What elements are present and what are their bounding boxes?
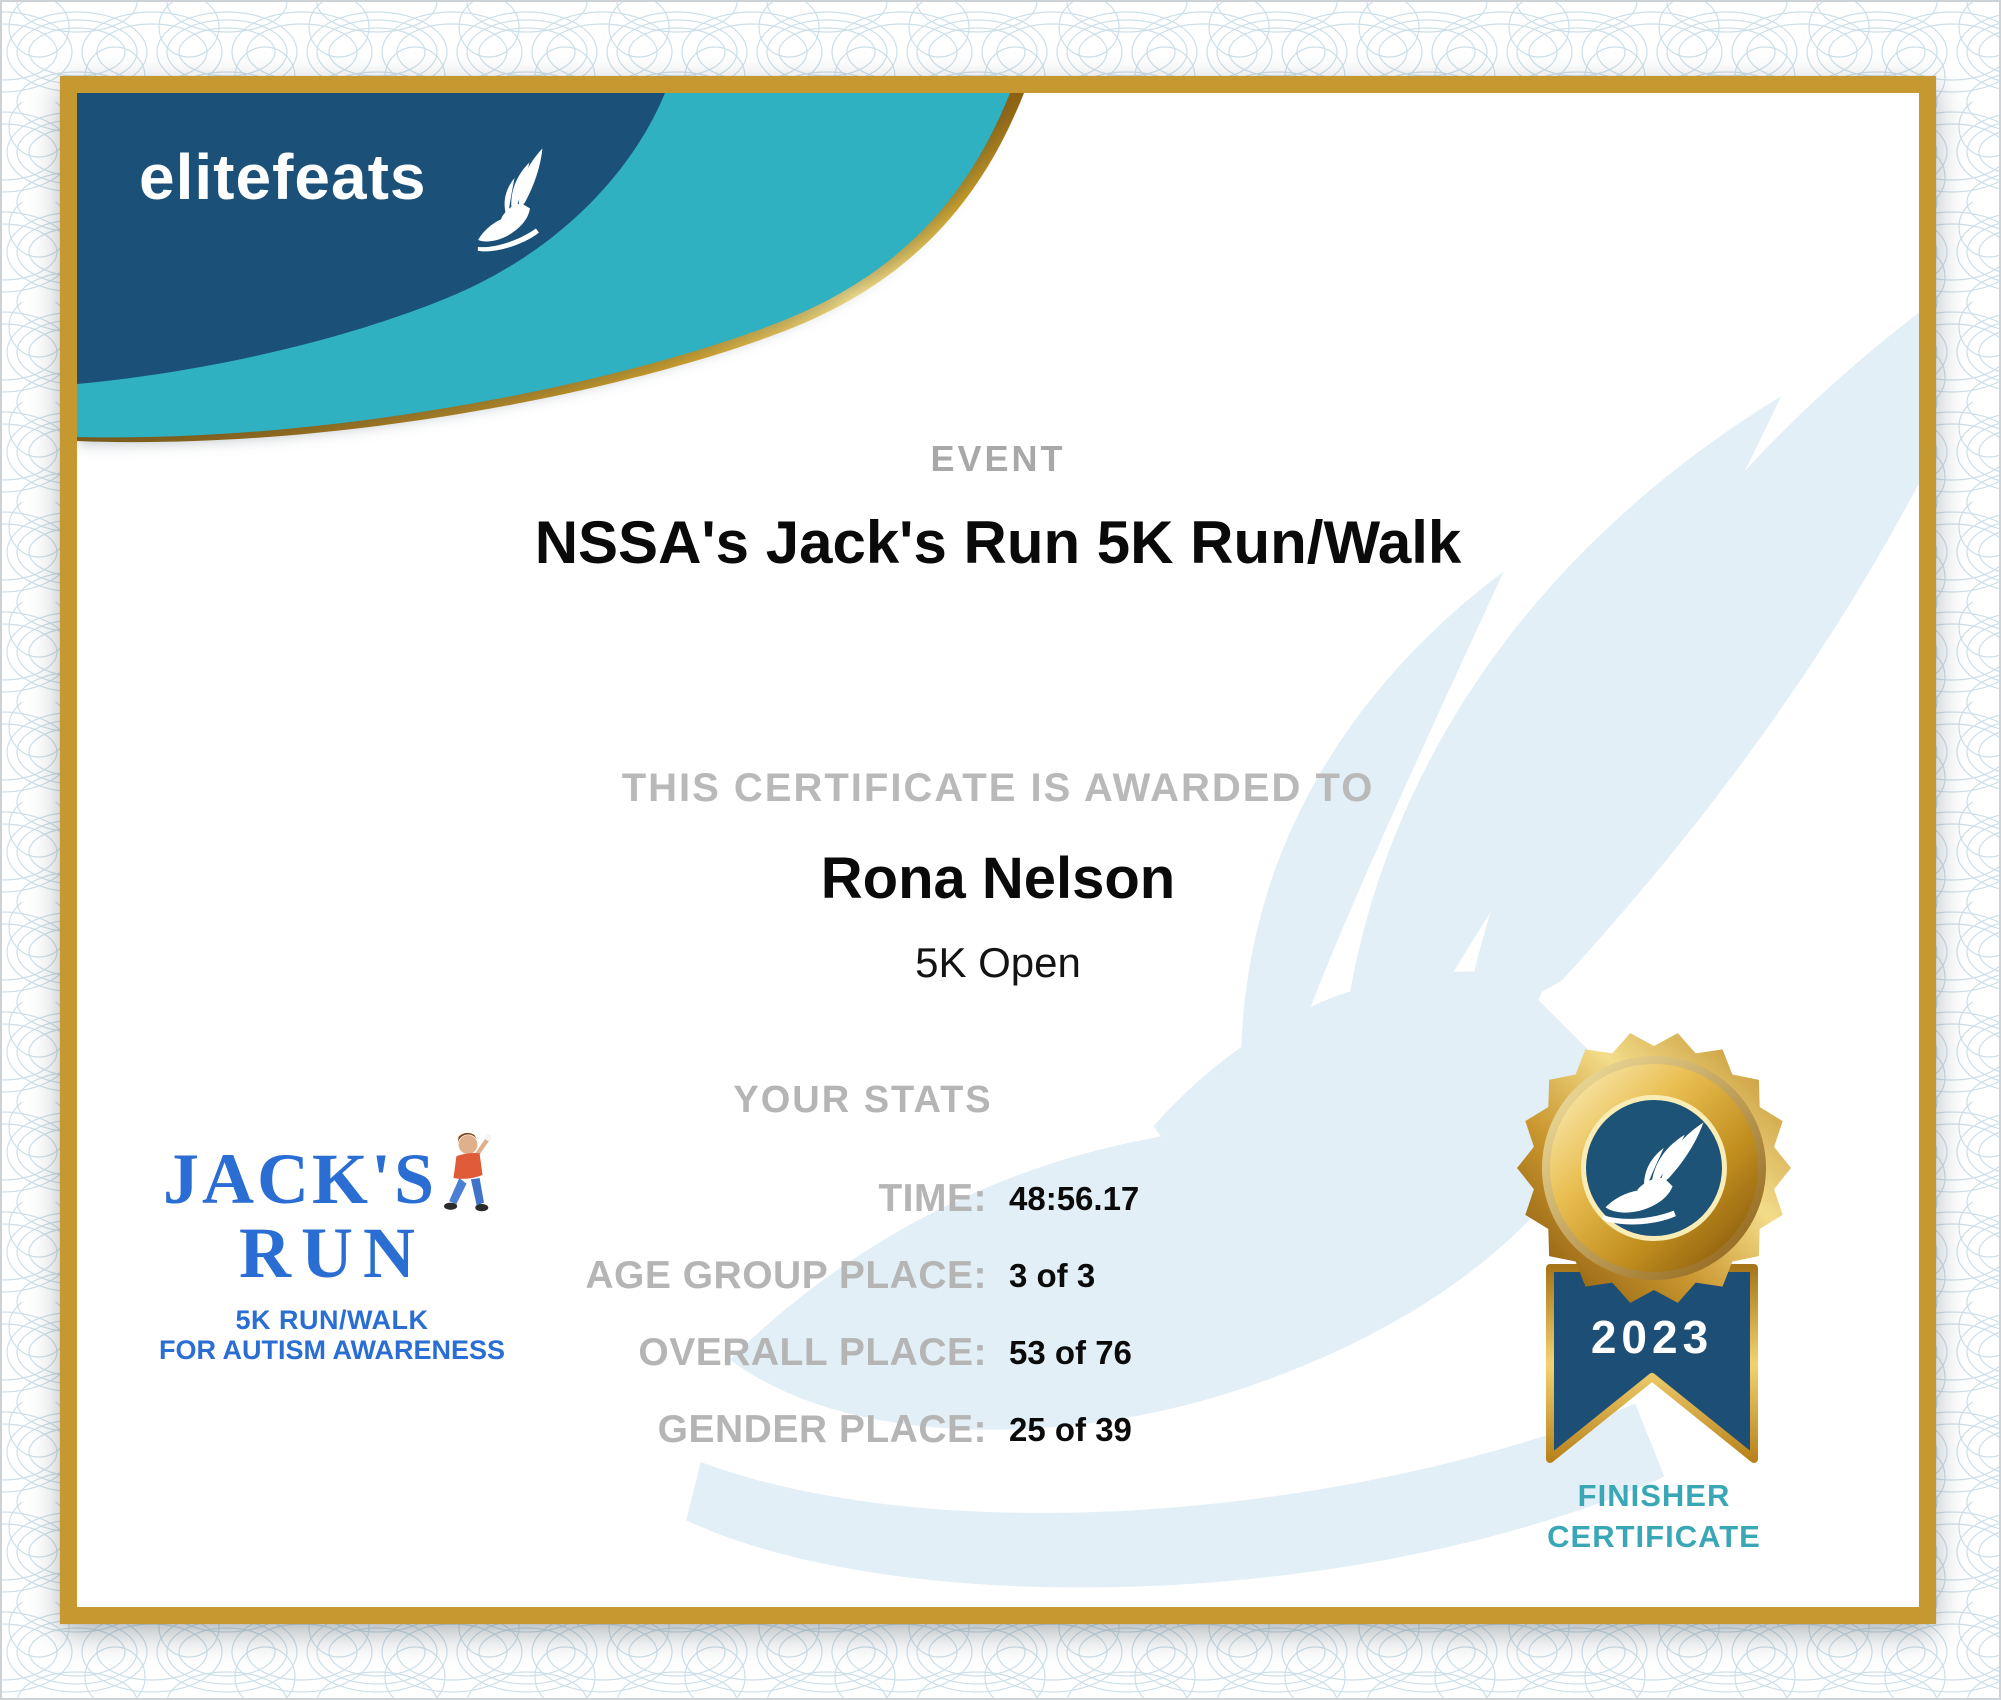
finisher-caption-line2: CERTIFICATE [1547,1519,1761,1554]
stat-value: 53 of 76 [1009,1333,1132,1371]
navy-curve [77,93,665,384]
medal-year: 2023 [1591,1311,1713,1363]
stat-value: 25 of 39 [1009,1410,1132,1448]
stat-row-gender-place: GENDER PLACE: 25 of 39 [497,1391,1139,1468]
event-label: EVENT [930,438,1066,479]
stat-row-time: TIME: 48:56.17 [497,1160,1139,1237]
winged-foot-icon [461,148,561,256]
jacks-run-subtitle-line2: FOR AUTISM AWARENESS [158,1335,506,1365]
stat-row-overall-place: OVERALL PLACE: 53 of 76 [497,1314,1139,1391]
stat-row-age-group-place: AGE GROUP PLACE: 3 of 3 [497,1237,1139,1314]
running-kid-icon [444,1132,492,1212]
event-title: NSSA's Jack's Run 5K Run/Walk [534,509,1462,576]
division-name: 5K Open [915,939,1081,986]
stat-value: 3 of 3 [1009,1256,1096,1294]
stats-list: TIME: 48:56.17 AGE GROUP PLACE: 3 of 3 O… [497,1160,1139,1468]
stat-value: 48:56.17 [1009,1179,1140,1217]
jacks-run-title-line2: RUN [239,1213,425,1293]
gold-frame: elitefeats EVENT NSSA's Jack's Run 5K Ru… [60,76,1936,1624]
award-label: THIS CERTIFICATE IS AWARDED TO [621,766,1375,810]
elitefeats-logo-text: elitefeats [139,141,427,213]
jacks-run-subtitle-line1: 5K RUN/WALK [235,1305,429,1335]
elitefeats-logo: elitefeats [139,145,561,256]
finisher-badge: 2023 [1517,1033,1791,1463]
stat-label: OVERALL PLACE: [638,1330,987,1374]
finisher-caption: FINISHER CERTIFICATE [1494,1475,1814,1557]
stats-heading: YOUR STATS [733,1079,993,1121]
stat-label: AGE GROUP PLACE: [585,1253,987,1297]
stat-label: TIME: [878,1176,987,1220]
jacks-run-logo: JACK'S RUN 5K RUN/WALK FOR AUTISM AWAREN… [137,1132,527,1365]
certificate-body: elitefeats EVENT NSSA's Jack's Run 5K Ru… [77,93,1919,1607]
medal-ribbon [1546,1264,1758,1463]
recipient-name: Rona Nelson [820,846,1176,911]
stat-label: GENDER PLACE: [657,1407,987,1451]
jacks-run-title-line1: JACK'S [162,1139,438,1219]
finisher-caption-line1: FINISHER [1577,1478,1731,1513]
